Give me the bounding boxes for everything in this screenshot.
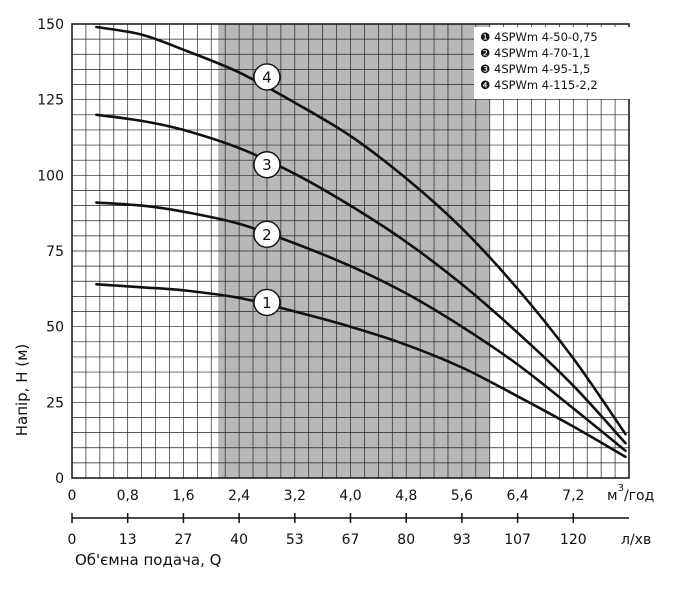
x-axis-unit-base: м <box>607 488 618 504</box>
secondary-x-tick-label: 40 <box>230 532 248 548</box>
secondary-x-tick-label: 53 <box>286 532 304 548</box>
x-tick-label: 4,8 <box>395 488 417 504</box>
legend-marker-3: ❸ <box>480 62 490 76</box>
x-axis-unit-superscript: 3 <box>618 483 624 494</box>
y-tick-label: 0 <box>55 471 64 487</box>
x-axis-unit: м3/год <box>607 483 654 504</box>
plot-frame <box>71 23 630 479</box>
series-marker-label-2: 2 <box>262 226 272 244</box>
series-line-4 <box>95 25 627 436</box>
series-marker-circle-4 <box>253 63 281 91</box>
secondary-x-tick-label: 93 <box>453 532 471 548</box>
series-line-2 <box>95 201 627 453</box>
y-tick-label: 150 <box>37 17 64 33</box>
secondary-x-axis-ticks <box>71 513 575 523</box>
secondary-x-tick-label: 107 <box>504 532 531 548</box>
legend-entry-3: 4SPWm 4-95-1,5 <box>494 62 590 76</box>
x-tick-label: 1,6 <box>172 488 194 504</box>
legend-entry-4: 4SPWm 4-115-2,2 <box>494 78 598 92</box>
x-axis-unit-tail: /год <box>624 488 654 504</box>
series-marker-label-4: 4 <box>262 68 272 86</box>
series-marker-circle-3 <box>253 151 281 179</box>
y-tick-label: 75 <box>46 244 64 260</box>
series-marker-label-1: 1 <box>262 294 272 312</box>
series-markers: 1 2 3 4 <box>253 63 281 317</box>
x-axis-tick-labels: 0 0,8 1,6 2,4 3,2 4,0 4,8 5,6 6,4 7,2 <box>68 488 585 504</box>
secondary-x-tick-label: 13 <box>119 532 137 548</box>
series-line-3 <box>95 113 627 445</box>
series-marker-label-3: 3 <box>262 156 272 174</box>
y-tick-label: 100 <box>37 168 64 184</box>
secondary-x-tick-label: 67 <box>342 532 360 548</box>
legend-marker-4: ❹ <box>480 78 490 92</box>
series-line-1 <box>95 283 627 459</box>
y-tick-label: 50 <box>46 320 64 336</box>
x-tick-label: 2,4 <box>228 488 250 504</box>
x-tick-label: 0 <box>68 488 77 504</box>
x-tick-label: 7,2 <box>562 488 584 504</box>
series-marker-circle-2 <box>253 220 281 249</box>
series-curves <box>95 25 627 459</box>
secondary-x-tick-label: 27 <box>174 532 192 548</box>
secondary-x-tick-label: 80 <box>397 532 415 548</box>
x-axis-title: Об'ємна подача, Q <box>75 551 221 569</box>
legend-marker-1: ❶ <box>480 30 490 44</box>
legend-box <box>474 27 630 99</box>
secondary-x-tick-label: 0 <box>68 532 77 548</box>
x-tick-label: 3,2 <box>284 488 306 504</box>
x-tick-label: 5,6 <box>451 488 473 504</box>
x-tick-label: 6,4 <box>506 488 528 504</box>
y-tick-label: 125 <box>37 93 64 109</box>
x-tick-label: 0,8 <box>117 488 139 504</box>
legend-marker-2: ❷ <box>480 46 490 60</box>
y-axis-tick-labels: 0 25 50 75 100 125 150 <box>37 17 64 487</box>
x-tick-label: 4,0 <box>339 488 361 504</box>
legend: ❶ 4SPWm 4-50-0,75 ❷ 4SPWm 4-70-1,1 ❸ 4SPWm 4-… <box>474 27 630 99</box>
secondary-x-tick-label: 120 <box>560 532 587 548</box>
secondary-x-axis-tick-labels: 0 13 27 40 53 67 80 93 107 120 <box>68 532 587 548</box>
series-marker-circle-1 <box>253 288 281 317</box>
secondary-x-axis-unit: л/хв <box>621 532 651 548</box>
legend-entry-2: 4SPWm 4-70-1,1 <box>494 46 590 60</box>
legend-entry-1: 4SPWm 4-50-0,75 <box>494 30 598 44</box>
y-axis-title: Напір, H (м) <box>13 344 31 437</box>
y-tick-label: 25 <box>46 395 64 411</box>
